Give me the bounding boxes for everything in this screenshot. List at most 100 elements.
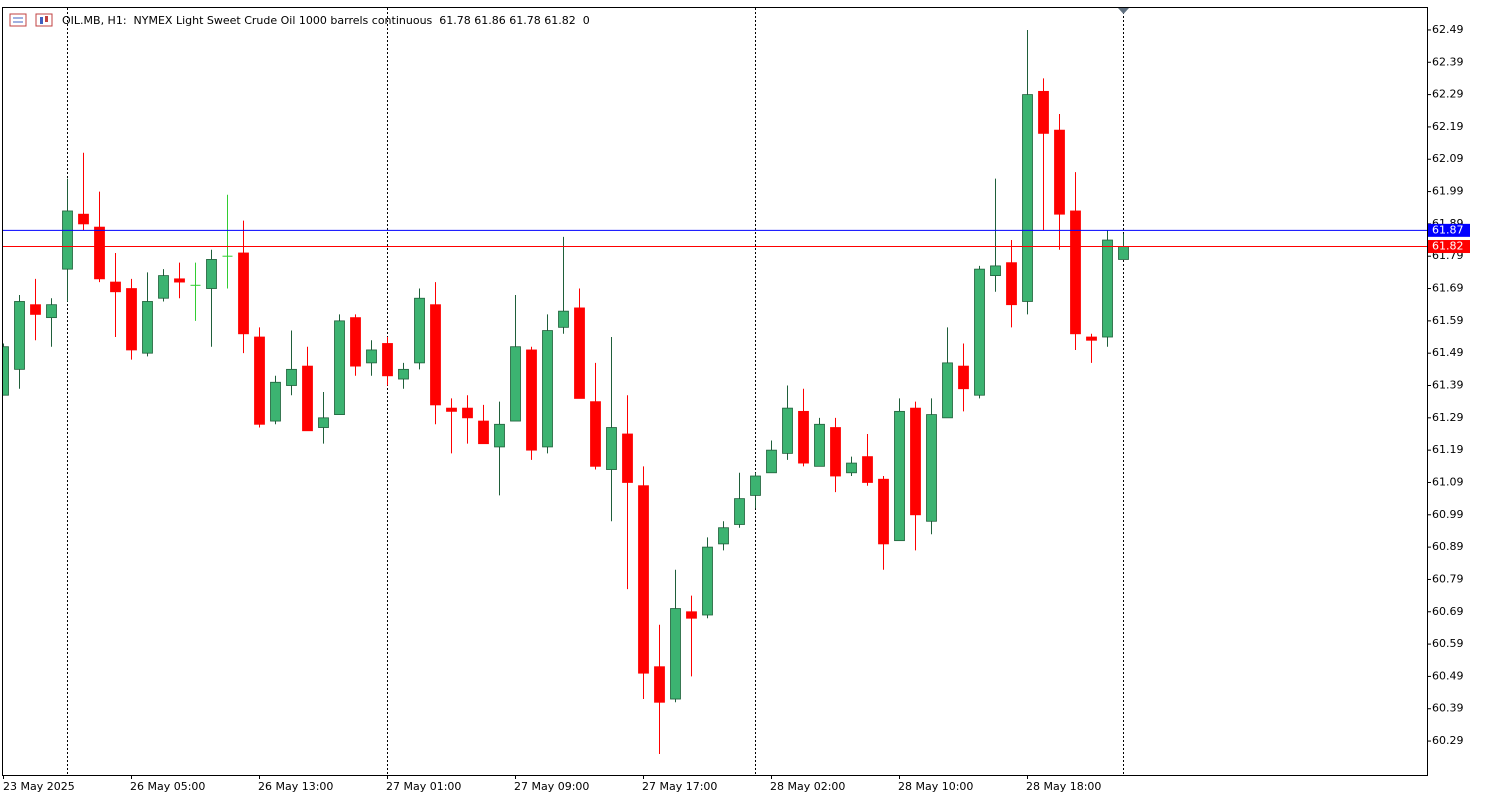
y-tick-label: 60.79: [1432, 572, 1464, 585]
candle-body: [430, 304, 441, 406]
candle-body: [910, 407, 921, 516]
y-tick-label: 60.59: [1432, 637, 1464, 650]
candle-body: [830, 427, 841, 477]
candle-body: [30, 304, 41, 315]
x-tick-label: 28 May 18:00: [1026, 780, 1101, 793]
y-tick-label: 61.59: [1432, 314, 1464, 327]
x-tick-label: 27 May 09:00: [514, 780, 589, 793]
y-tick-label: 61.09: [1432, 475, 1464, 488]
y-tick-label: 62.19: [1432, 120, 1464, 133]
candle-body: [526, 349, 537, 451]
x-tick-label: 28 May 10:00: [898, 780, 973, 793]
candle-body: [798, 410, 809, 464]
candle-body: [1070, 210, 1081, 335]
candle-body: [686, 611, 697, 619]
x-tick-label: 27 May 01:00: [386, 780, 461, 793]
candle-body: [3, 346, 9, 396]
plot-frame: [2, 7, 1428, 776]
chart-title: OIL.MB, H1: NYMEX Light Sweet Crude Oil …: [62, 14, 590, 27]
y-tick-label: 60.39: [1432, 702, 1464, 715]
y-tick-label: 61.69: [1432, 282, 1464, 295]
y-tick-label: 60.99: [1432, 508, 1464, 521]
candle-body: [574, 307, 585, 399]
y-tick-label: 60.49: [1432, 669, 1464, 682]
y-tick-label: 62.09: [1432, 152, 1464, 165]
candle-body: [334, 320, 345, 415]
candle-body: [206, 259, 217, 289]
candle-body: [62, 210, 73, 270]
candle-body: [926, 414, 937, 522]
candle-body: [1038, 90, 1049, 134]
candle-body: [846, 462, 857, 474]
candle-body: [558, 310, 569, 328]
candle-body: [814, 423, 825, 467]
y-tick-label: 61.39: [1432, 379, 1464, 392]
candle-body: [14, 301, 25, 370]
candle-body: [174, 278, 185, 283]
candle-body: [1086, 336, 1097, 341]
candle-body: [958, 365, 969, 390]
price-label-box: [1428, 223, 1470, 237]
candle-body: [350, 317, 361, 367]
candle-body: [78, 213, 89, 225]
candle-body: [462, 407, 473, 419]
candle-body: [766, 449, 777, 474]
candle-body: [302, 365, 313, 432]
candle-body: [1006, 262, 1017, 306]
candle-body: [398, 368, 409, 380]
candle-body: [494, 423, 505, 448]
y-tick-label: 62.39: [1432, 55, 1464, 68]
candle-body: [590, 401, 601, 467]
y-tick-label: 61.19: [1432, 443, 1464, 456]
candle-body: [670, 608, 681, 700]
candle-body: [1102, 239, 1113, 338]
candle-body: [878, 478, 889, 545]
candle-body: [158, 275, 169, 299]
candle-body: [270, 381, 281, 422]
candle-body: [654, 666, 665, 703]
candle-body: [542, 330, 553, 448]
y-tick-label: 60.29: [1432, 734, 1464, 747]
y-tick-label: 60.89: [1432, 540, 1464, 553]
symbol-icons: [9, 13, 53, 27]
candle-body: [1022, 94, 1033, 302]
x-tick-label: 26 May 05:00: [130, 780, 205, 793]
candle-body: [622, 433, 633, 483]
candle-body: [446, 407, 457, 412]
y-tick-label: 62.29: [1432, 88, 1464, 101]
candle-body: [110, 281, 121, 293]
candle-body: [1054, 129, 1065, 215]
candle-body: [990, 265, 1001, 277]
candle-body: [238, 252, 249, 335]
y-tick-label: 61.49: [1432, 346, 1464, 359]
candle-body: [254, 336, 265, 425]
candle-body: [142, 301, 153, 354]
candle-body: [702, 546, 713, 616]
y-tick-label: 62.49: [1432, 23, 1464, 36]
y-tick-label: 61.99: [1432, 185, 1464, 198]
candle-body: [382, 343, 393, 377]
icon: [40, 17, 43, 24]
candle-body: [1118, 246, 1129, 260]
shift-marker: [1118, 8, 1129, 14]
candle-body: [94, 226, 105, 280]
candle-body: [862, 456, 873, 483]
icon: [45, 16, 48, 22]
candle-body: [638, 485, 649, 674]
candle-body: [286, 368, 297, 386]
candle-body: [510, 346, 521, 422]
icon: [35, 13, 53, 27]
y-tick-label: 60.69: [1432, 605, 1464, 618]
candle-body: [734, 498, 745, 525]
candle-body: [414, 297, 425, 364]
icon: [9, 13, 27, 27]
x-tick-label: 26 May 13:00: [258, 780, 333, 793]
price-label: 61.82: [1432, 240, 1464, 253]
candle-body: [974, 268, 985, 396]
candle-body: [46, 304, 57, 319]
price-label: 61.87: [1432, 223, 1464, 236]
candle-body: [126, 288, 137, 351]
candle-body: [366, 349, 377, 364]
price-label-box: [1428, 240, 1470, 254]
